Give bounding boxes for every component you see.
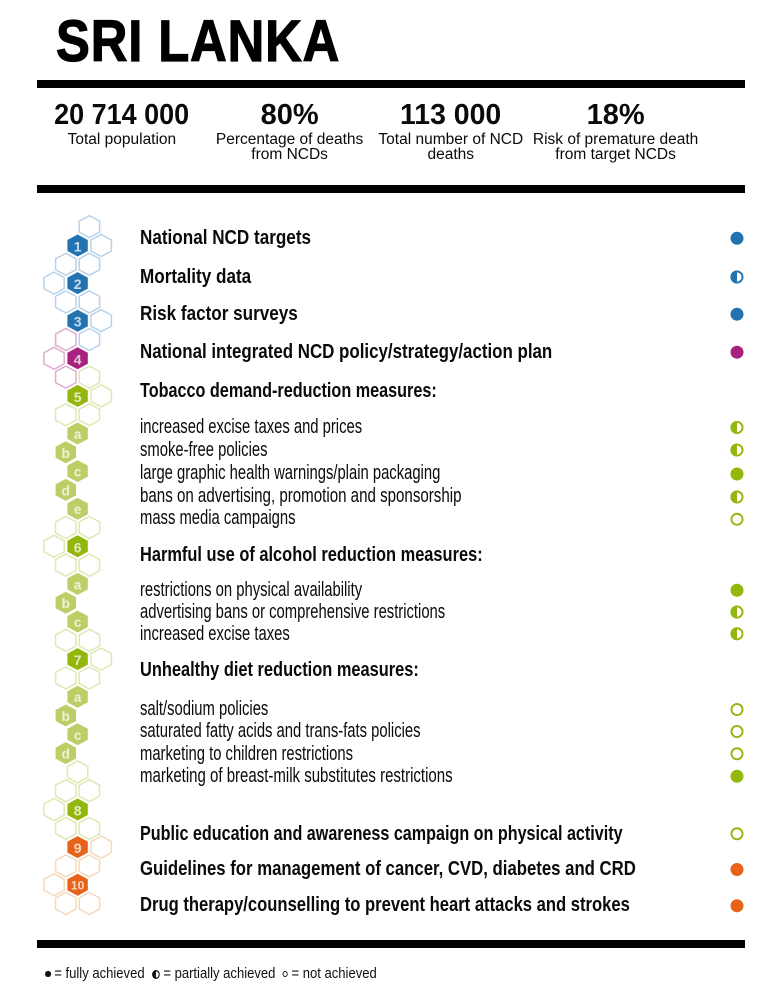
svg-text:a: a xyxy=(74,427,82,442)
svg-text:d: d xyxy=(62,747,70,762)
svg-text:5: 5 xyxy=(74,389,82,405)
svg-text:7: 7 xyxy=(74,652,82,668)
svg-text:2: 2 xyxy=(74,276,82,292)
svg-text:c: c xyxy=(74,728,82,743)
svg-text:1: 1 xyxy=(74,239,82,255)
svg-text:10: 10 xyxy=(71,879,85,893)
svg-text:b: b xyxy=(62,596,70,611)
svg-text:3: 3 xyxy=(74,314,82,330)
svg-text:b: b xyxy=(62,709,70,724)
svg-text:9: 9 xyxy=(74,840,82,856)
svg-text:4: 4 xyxy=(74,351,82,367)
svg-text:a: a xyxy=(74,577,82,592)
svg-text:e: e xyxy=(74,502,82,517)
svg-text:a: a xyxy=(74,690,82,705)
svg-text:b: b xyxy=(62,446,70,461)
svg-text:c: c xyxy=(74,615,82,630)
svg-text:d: d xyxy=(62,483,70,498)
svg-text:8: 8 xyxy=(74,803,82,819)
svg-text:6: 6 xyxy=(74,539,82,555)
svg-text:c: c xyxy=(74,465,82,480)
